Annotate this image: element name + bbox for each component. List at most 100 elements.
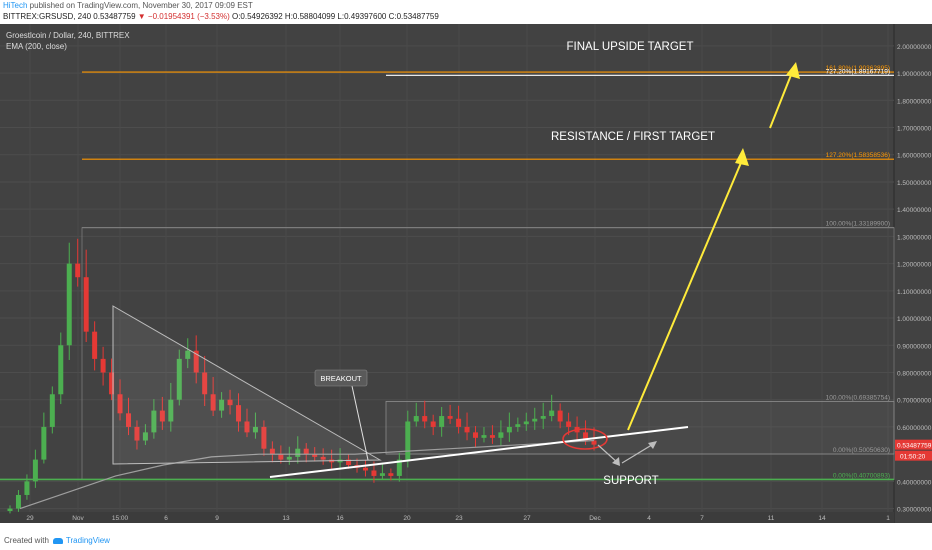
price-tick-label: 1.70000000 (897, 126, 932, 133)
symbol-line: BITTREX:GRSUSD, 240 (3, 12, 92, 21)
price-tick-label: 1.10000000 (897, 289, 932, 296)
candle-down (346, 459, 352, 466)
candle-down (236, 405, 242, 422)
candle-up (295, 448, 301, 457)
descending-triangle (112, 305, 382, 465)
chart-title: Groestlcoin / Dollar, 240, BITTREX (6, 31, 130, 40)
ema-line (19, 439, 595, 510)
candle-up (58, 345, 64, 395)
fibonacci-levels: 161.80%(1.90362895)727.20%(1.89167719) 12… (0, 65, 894, 481)
candle-down (100, 358, 106, 373)
created-with-text: Created with (4, 536, 49, 545)
fib-level-label: 100.00%(1.33189900) (826, 221, 890, 228)
candle-up (405, 421, 411, 460)
candle-up (24, 481, 30, 495)
time-axis-background (0, 512, 894, 523)
price-tick-label: 1.40000000 (897, 207, 932, 214)
price-axis: 2.00000000 1.90000000 1.80000000 1.70000000… (897, 44, 932, 514)
symbol-info: BITTREX:GRSUSD, 240 0.53487759 ▼ −0.0195… (3, 12, 439, 21)
time-tick-label: 29 (26, 515, 34, 522)
candle-up (7, 508, 13, 512)
highlight-circle (562, 428, 608, 450)
time-tick-label: 6 (164, 515, 168, 522)
candle-up (523, 421, 529, 425)
resistance-label: RESISTANCE / FIRST TARGET (551, 131, 715, 143)
candle-down (75, 263, 81, 278)
footer: Created with TradingView (4, 536, 110, 545)
consolidation-box (385, 400, 895, 455)
time-tick-label: 27 (523, 515, 531, 522)
candle-up (168, 399, 174, 422)
candle-down (125, 413, 131, 427)
candle-down (388, 473, 394, 476)
price-tick-label: 0.60000000 (897, 425, 932, 432)
candle-down (447, 416, 453, 419)
candle-up (142, 432, 148, 441)
final-target-label: FINAL UPSIDE TARGET (567, 41, 694, 53)
candle-down (202, 372, 208, 395)
fib-level-label: 127.20%(1.58358536) (826, 152, 890, 159)
candle-up (286, 456, 292, 460)
candle-down (473, 432, 479, 438)
time-tick-label: 20 (403, 515, 411, 522)
candle-down (134, 426, 140, 441)
candle-up (439, 416, 445, 427)
candle-down (109, 372, 115, 395)
candle-down (159, 410, 165, 422)
price-tick-label: 1.80000000 (897, 98, 932, 105)
candle-up (49, 394, 55, 427)
up-arrow-head (648, 441, 657, 449)
time-tick-label: 16 (336, 515, 344, 522)
author-link[interactable]: HiTech (3, 1, 28, 10)
price-tick-label: 1.90000000 (897, 71, 932, 78)
time-tick-label: 13 (282, 515, 290, 522)
candle-up (549, 410, 555, 417)
price-tag (895, 439, 932, 450)
candle-up (413, 416, 419, 422)
time-tick-label: 15:00 (112, 515, 129, 522)
publish-info: HiTech published on TradingView.com, Nov… (3, 1, 253, 10)
fib-level-label: 0.00%(0.40700893) (833, 472, 890, 479)
candle-down (489, 435, 495, 438)
candle-up (219, 399, 225, 411)
ohlc-values: O:0.54926392 H:0.58804099 L:0.49397600 C… (231, 12, 439, 21)
price-tick-label: 0.90000000 (897, 343, 932, 350)
range-boxes (81, 227, 895, 480)
time-tick-label: Nov (72, 515, 84, 522)
candle-down (92, 331, 98, 359)
candle-up (15, 494, 21, 509)
drawings (112, 62, 800, 478)
candle-down (83, 277, 89, 332)
tradingview-logo-icon (52, 537, 63, 544)
time-axis: 29 Nov 15:00 6 9 13 16 20 23 27 Dec 4 7 11 14 1 (26, 515, 890, 522)
price-tick-label: 1.60000000 (897, 153, 932, 160)
candle-up (41, 426, 47, 460)
tradingview-brand[interactable]: TradingView (65, 536, 110, 545)
time-tick-label: 23 (455, 515, 463, 522)
up-arrow-shaft (621, 442, 656, 464)
candle-down (261, 426, 267, 449)
candle-down (210, 394, 216, 411)
candle-down (227, 399, 233, 406)
candle-down (269, 448, 275, 455)
price-change-value: −0.01954391 (−3.53%) (147, 12, 230, 21)
candle-down (312, 454, 318, 457)
time-tick-label: 1 (886, 515, 890, 522)
candle-down (303, 448, 309, 455)
time-tick-label: 9 (215, 515, 219, 522)
price-tick-label: 1.30000000 (897, 234, 932, 241)
candle-down (566, 421, 572, 427)
price-change: ▼ −0.01954391 (−3.53%) (137, 12, 230, 21)
price-tick-label: 0.40000000 (897, 479, 932, 486)
candle-down (422, 416, 428, 422)
candle-down (430, 421, 436, 427)
support-label: SUPPORT (603, 475, 658, 487)
candle-down (371, 470, 377, 476)
candle-down (362, 467, 368, 471)
target-arrow-1 (627, 157, 744, 431)
time-tick-label: Dec (589, 515, 601, 522)
price-tick-label: 1.00000000 (897, 316, 932, 323)
candle-up (540, 416, 546, 419)
